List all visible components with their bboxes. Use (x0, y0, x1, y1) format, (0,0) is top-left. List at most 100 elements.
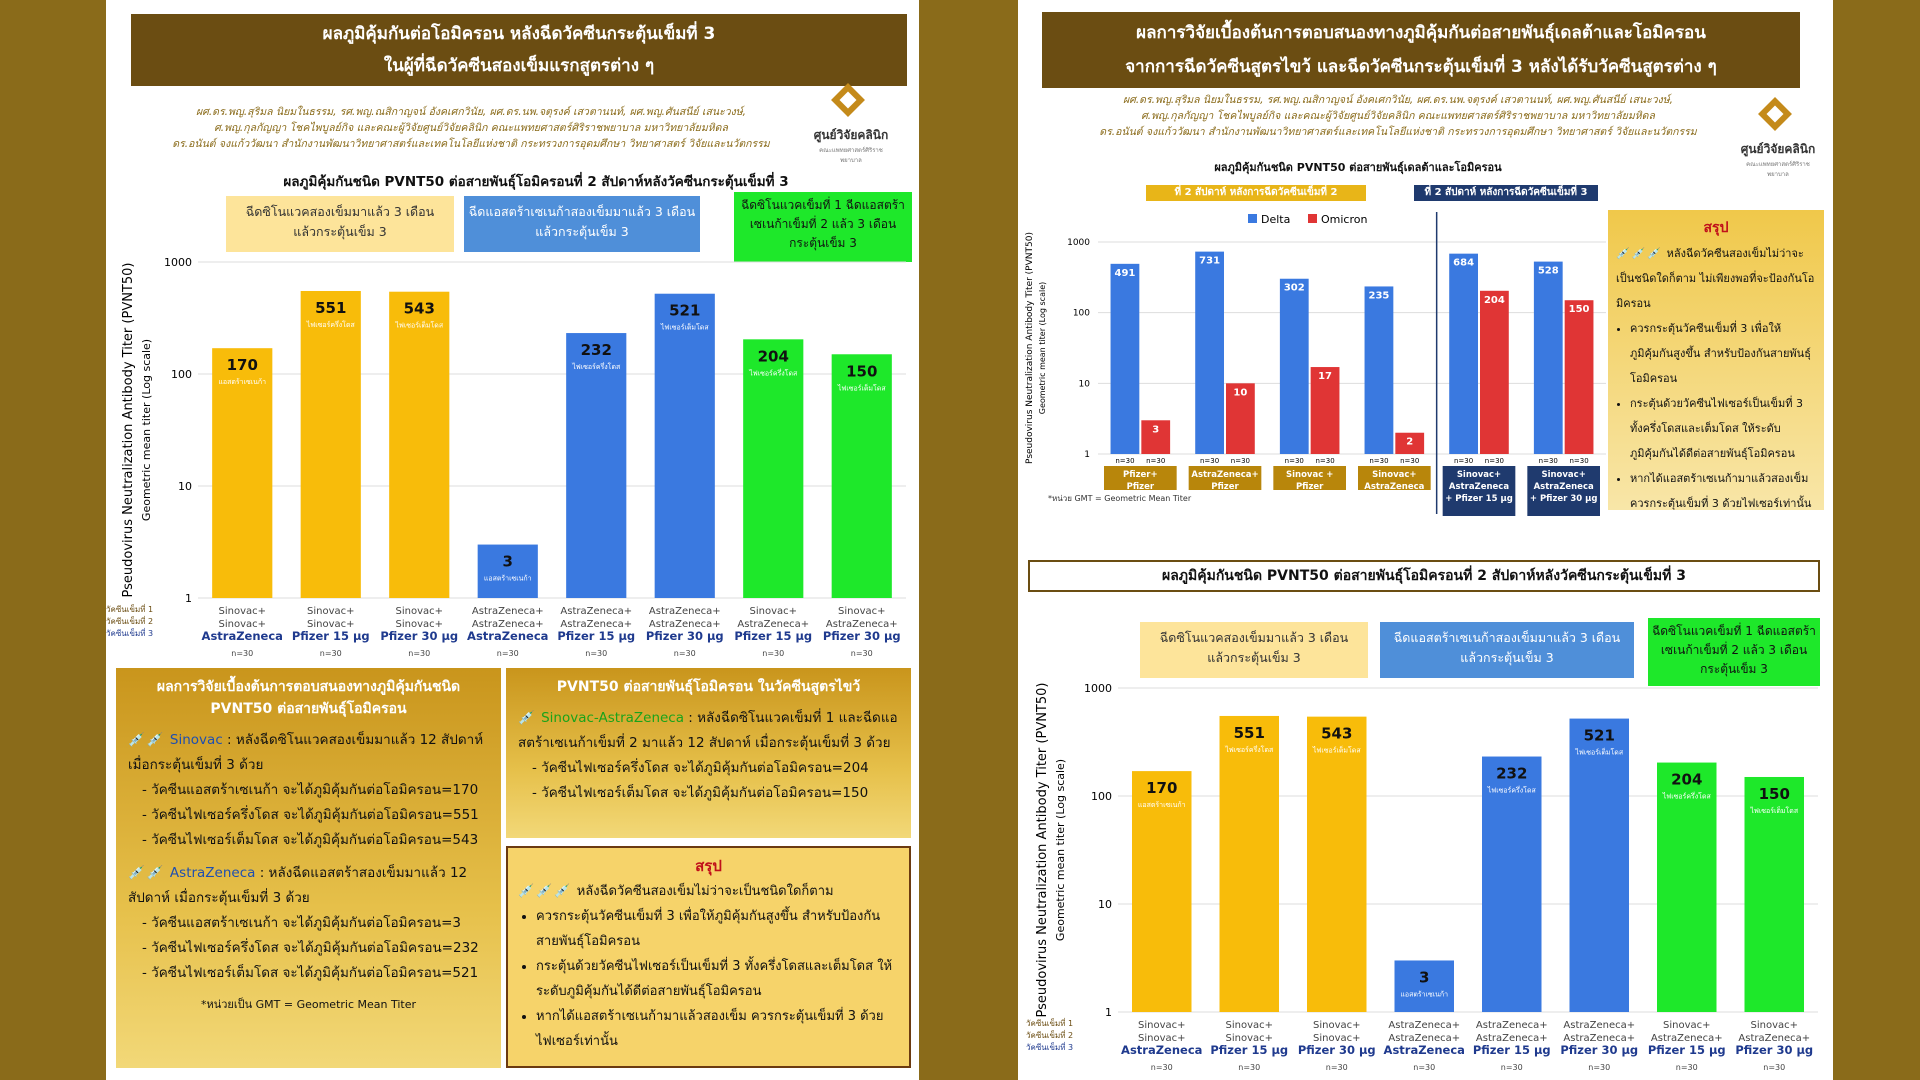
x-tick-label: Sinovac+ (1663, 1020, 1711, 1031)
n-label: n=30 (497, 649, 519, 658)
bar (1394, 960, 1454, 1012)
x-tick-label: AstraZeneca+ (826, 619, 898, 630)
list-item: - วัคซีนแอสตร้าเซเนก้า จะได้ภูมิคุ้มกันต… (142, 915, 461, 931)
logo-mark-icon (1757, 96, 1799, 138)
n-label: n=30 (1588, 1063, 1610, 1072)
y-tick-label: 100 (1073, 309, 1090, 319)
x-tick-label: Sinovac+ (1541, 470, 1585, 480)
n-label: n=30 (1285, 457, 1304, 465)
left-conclusion: สรุป 💉💉💉 หลังฉีดวัคซีนสองเข็มไม่ว่าจะเป็… (506, 846, 911, 1068)
bar (1657, 762, 1717, 1012)
group-box-sinovac: ฉีดซิโนแวคสองเข็มมาแล้ว 3 เดือน แล้วกระต… (226, 196, 454, 252)
x-tick-label: Pfizer 15 µg (1473, 1043, 1551, 1057)
az-text: : หลังฉีดแอสตร้าสองเข็มมาแล้ว 12 สัปดาห์… (128, 865, 468, 906)
n-label: n=30 (1400, 457, 1419, 465)
az-name: AstraZeneca (169, 865, 256, 881)
n-label: n=30 (1146, 457, 1165, 465)
bar-value-label: 543 (404, 300, 435, 318)
list-item: กระตุ้นด้วยวัคซีนไฟเซอร์เป็นเข็มที่ 3 ทั… (1630, 391, 1816, 466)
category-box (1188, 466, 1262, 490)
bar-value-label: 521 (1584, 727, 1615, 745)
bar (212, 348, 273, 598)
bar (1395, 432, 1425, 454)
bar-vaccine-label: แอสตร้าเซเนก้า (218, 378, 266, 386)
group-box-astrazeneca: ฉีดแอสตร้าเซเนก้าสองเข็มมาแล้ว 3 เดือน แ… (1380, 622, 1634, 678)
bar-vaccine-label: ไฟเซอร์ครึ่งโดส (748, 368, 798, 377)
x-tick-label: Pfizer (1127, 482, 1155, 492)
bar (1132, 771, 1192, 1012)
category-box (1104, 466, 1177, 490)
group-box-mixed: ฉีดซิโนแวคเข็มที่ 1 ฉีดแอสตร้าเซเนก้าเข็… (1648, 618, 1820, 686)
row-label: วัคซีนเข็มที่ 2 (1026, 1029, 1073, 1040)
x-tick-label: Pfizer 15 µg (734, 629, 812, 643)
x-tick-label: Pfizer 15 µg (1648, 1043, 1726, 1057)
x-tick-label: AstraZeneca (202, 629, 283, 643)
author-line: ดร.อนันต์ จงแก้ววัฒนา สำนักงานพัฒนาวิทยา… (172, 138, 770, 150)
logo-subtitle: คณะแพทยศาสตร์ศิริราชพยาบาล (1746, 161, 1810, 178)
bar-value-label: 232 (1496, 765, 1527, 783)
bar-value-label: 731 (1199, 256, 1220, 267)
bar-value-label: 684 (1453, 258, 1474, 269)
x-tick-label: AstraZeneca+ (560, 606, 632, 617)
group-box-mixed: ฉีดซิโนแวคเข็มที่ 1 ฉีดแอสตร้าเซเนก้าเข็… (734, 192, 912, 262)
x-tick-label: Pfizer 30 µg (1560, 1043, 1638, 1057)
group-box-astrazeneca: ฉีดแอสตร้าเซเนก้าสองเข็มมาแล้ว 3 เดือน แ… (464, 196, 700, 252)
x-tick-label: Sinovac+ (1313, 1033, 1361, 1044)
n-label: n=30 (1569, 457, 1588, 465)
n-label: n=30 (1413, 1063, 1435, 1072)
bar-vaccine-label: ไฟเซอร์เต็มโดส (1574, 748, 1623, 757)
sinovac-paragraph: 💉💉 Sinovac : หลังฉีดซิโนแวคสองเข็มมาแล้ว… (128, 728, 489, 778)
bar (1307, 716, 1367, 1012)
bar-value-label: 170 (1146, 779, 1177, 797)
x-tick-label: AstraZeneca+ (649, 619, 721, 630)
right-bottom-chart-svg: Pseudovirus Neutralization Antibody Tite… (1026, 682, 1818, 1072)
bar-vaccine-label: ไฟเซอร์เต็มโดส (837, 383, 886, 392)
y-axis-label-2: Geometric mean titer (Log scale) (1054, 759, 1067, 941)
list-item: - วัคซีนไฟเซอร์ครึ่งโดส จะได้ภูมิคุ้มกัน… (142, 807, 479, 823)
y-axis-label-2: Geometric mean titer (Log scale) (140, 339, 153, 521)
bar-vaccine-label: ไฟเซอร์ครึ่งโดส (1487, 786, 1537, 795)
row-label: วัคซีนเข็มที่ 1 (106, 603, 153, 614)
bar-vaccine-label: ไฟเซอร์เต็มโดส (394, 321, 443, 330)
x-tick-label: AstraZeneca+ (560, 619, 632, 630)
gmt-note: *หน่วย GMT = Geometric Mean Titer (1048, 494, 1192, 503)
bar (654, 293, 715, 598)
n-label: n=30 (851, 649, 873, 658)
right-bottom-chart: Pseudovirus Neutralization Antibody Tite… (1018, 680, 1833, 1080)
bar (1449, 253, 1478, 454)
list-item: - วัคซีนไฟเซอร์เต็มโดส จะได้ภูมิคุ้มกันต… (142, 832, 479, 848)
bar-value-label: 204 (1484, 295, 1505, 306)
n-label: n=30 (1238, 1063, 1260, 1072)
x-tick-label: Pfizer 30 µg (380, 629, 458, 643)
row-label: วัคซีนเข็มที่ 1 (1026, 1017, 1073, 1028)
x-tick-label: Sinovac+ (1225, 1020, 1273, 1031)
section2-title: ผลภูมิคุ้มกันชนิด PVNT50 ต่อสายพันธุ์โอม… (1028, 560, 1820, 592)
bar (1219, 715, 1279, 1012)
bar-value-label: 150 (1569, 304, 1590, 315)
bar-value-label: 551 (315, 299, 346, 317)
bar-value-label: 3 (503, 553, 513, 571)
x-tick-label: AstraZeneca+ (1563, 1033, 1635, 1044)
bar-vaccine-label: แอสตร้าเซเนก้า (1400, 990, 1448, 998)
vial-icon: 💉💉 (128, 865, 166, 881)
bar (1482, 756, 1542, 1012)
mix-paragraph: 💉 Sinovac-AstraZeneca : หลังฉีดซิโนแวคเข… (518, 706, 899, 756)
x-tick-label: AstraZeneca+ (1563, 1020, 1635, 1031)
bar-vaccine-label: ไฟเซอร์เต็มโดส (660, 323, 709, 332)
right-logo: ศูนย์วิจัยคลินิก คณะแพทยศาสตร์ศิริราชพยา… (1738, 96, 1818, 179)
mix-name: Sinovac-AstraZeneca (541, 710, 684, 726)
bar-value-label: 551 (1234, 724, 1265, 742)
n-label: n=30 (1539, 457, 1558, 465)
bar (566, 333, 627, 598)
x-tick-label: Sinovac+ (1138, 1020, 1186, 1031)
bar-vaccine-label: ไฟเซอร์ครึ่งโดส (1662, 792, 1712, 801)
left-summary: ผลการวิจัยเบื้องต้นการตอบสนองทางภูมิคุ้ม… (116, 668, 501, 1068)
x-tick-label: AstraZeneca (1384, 1043, 1465, 1057)
author-line: ผศ.ดร.พญ.สุริมล นิยมในธรรม, รศ.พญ.ณสิกาญ… (1123, 94, 1673, 106)
bar-vaccine-label: ไฟเซอร์ครึ่งโดส (1224, 745, 1274, 754)
x-tick-label: AstraZeneca+ (1388, 1033, 1460, 1044)
logo-name: ศูนย์วิจัยคลินิก (813, 128, 889, 142)
row-label: วัคซีนเข็มที่ 2 (106, 615, 153, 626)
bar-vaccine-label: ไฟเซอร์เต็มโดส (1312, 746, 1361, 755)
y-tick-label: 10 (1098, 898, 1112, 911)
